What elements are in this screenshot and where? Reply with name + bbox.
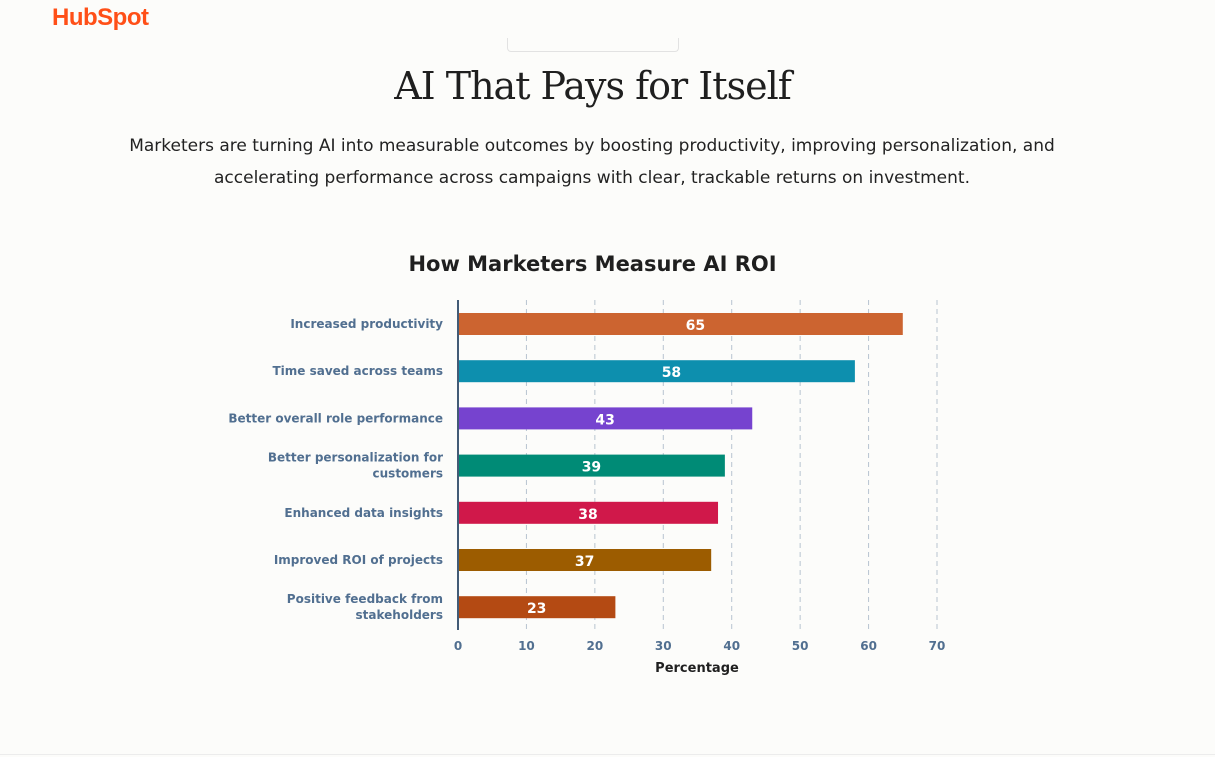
data-label: 58: [662, 365, 681, 381]
category-label: Positive feedback from stakeholders: [287, 592, 443, 622]
page-subtitle: Marketers are turning AI into measurable…: [129, 136, 1055, 188]
page-title: AI That Pays for Itself: [394, 64, 792, 108]
divider: [0, 754, 1215, 755]
data-label: 65: [686, 318, 705, 334]
x-tick-label: 70: [929, 639, 946, 653]
x-tick-label: 20: [587, 639, 604, 653]
data-label: 43: [595, 412, 614, 428]
hubspot-logo[interactable]: HubSpot: [52, 4, 149, 31]
tab-container: [507, 38, 679, 52]
category-label: Better personalization for customers: [268, 451, 443, 481]
x-tick-label: 10: [518, 639, 535, 653]
data-label: 39: [582, 460, 601, 476]
data-label: 37: [575, 554, 594, 570]
bar: [458, 501, 719, 524]
data-label: 23: [527, 601, 546, 617]
bar: [458, 454, 725, 477]
bar: [458, 360, 855, 383]
x-tick-label: 0: [454, 639, 462, 653]
category-label: Improved ROI of projects: [274, 553, 443, 567]
x-tick-label: 40: [723, 639, 740, 653]
x-tick-label: 50: [792, 639, 809, 653]
chart-title: How Marketers Measure AI ROI: [408, 252, 777, 276]
x-tick-label: 30: [655, 639, 672, 653]
x-tick-label: 60: [860, 639, 877, 653]
category-label: Better overall role performance: [228, 411, 443, 425]
bar: [458, 549, 712, 571]
data-label: 38: [578, 507, 597, 523]
bar: [458, 407, 753, 430]
x-axis-label: Percentage: [655, 661, 739, 676]
bar: [458, 596, 616, 619]
category-label: Time saved across teams: [272, 364, 443, 378]
category-label: Enhanced data insights: [284, 506, 443, 520]
category-label: Increased productivity: [290, 317, 443, 331]
bar: [458, 313, 903, 335]
